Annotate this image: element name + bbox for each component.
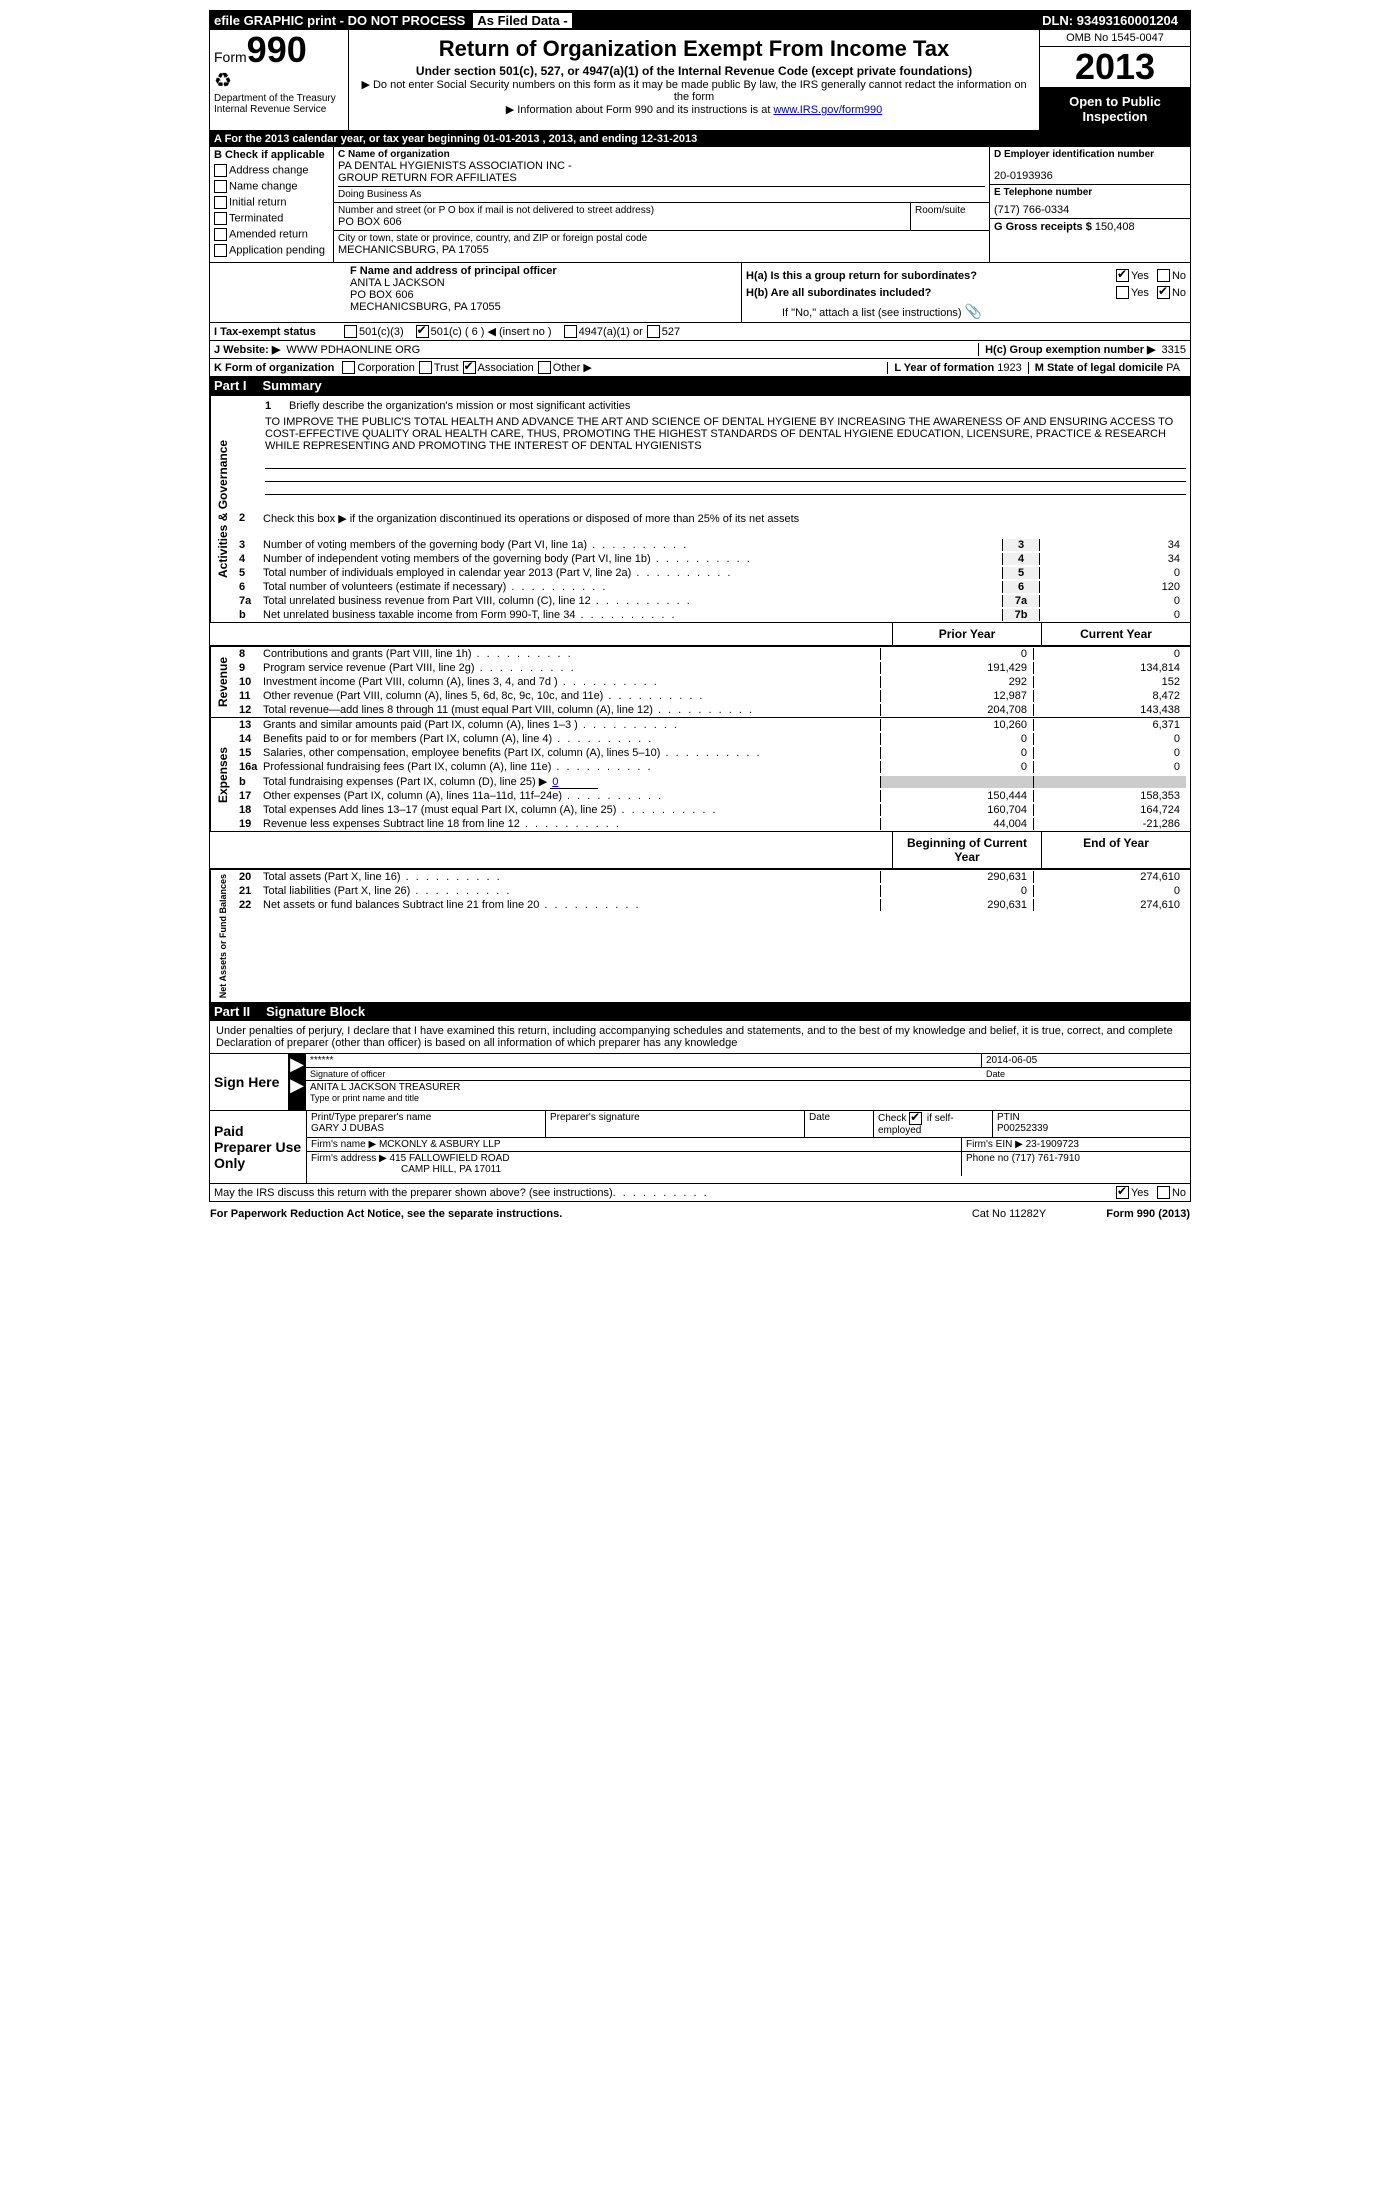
discuss-with-preparer: May the IRS discuss this return with the… [210,1183,1190,1201]
checkbox-hb-no[interactable] [1157,286,1170,299]
section-fh: F Name and address of principal officer … [210,262,1190,322]
checkbox-self-employed[interactable] [909,1112,922,1125]
table-row: 13Grants and similar amounts paid (Part … [235,718,1190,732]
section-f-officer: F Name and address of principal officer … [210,263,742,322]
efile-notice: efile GRAPHIC print - DO NOT PROCESS [214,13,465,28]
form-990-container: efile GRAPHIC print - DO NOT PROCESS As … [209,10,1191,1202]
vtab-governance: Activities & Governance [210,396,235,622]
checkbox-ha-no[interactable] [1157,269,1170,282]
checkbox-address-change[interactable] [214,164,227,177]
checkbox-hb-yes[interactable] [1116,286,1129,299]
table-row: 20Total assets (Part X, line 16)290,6312… [235,870,1190,884]
mission-text: TO IMPROVE THE PUBLIC'S TOTAL HEALTH AND… [265,416,1186,452]
activities-governance: Activities & Governance 1Briefly describ… [210,395,1190,622]
table-row: 10Investment income (Part VIII, column (… [235,675,1190,689]
table-row: 8Contributions and grants (Part VIII, li… [235,647,1190,661]
dln: DLN: 93493160001204 [1042,13,1178,28]
header-left: Form990 ♻ Department of the Treasury Int… [210,30,349,130]
row-j-website: J Website: ▶ WWW PDHAONLINE ORG H(c) Gro… [210,340,1190,358]
top-bar: efile GRAPHIC print - DO NOT PROCESS As … [210,11,1190,30]
table-row: 17Other expenses (Part IX, column (A), l… [235,789,1190,803]
table-row: 16aProfessional fundraising fees (Part I… [235,760,1190,774]
table-row: 14Benefits paid to or for members (Part … [235,732,1190,746]
part-i-header: Part I Summary [210,376,1190,395]
recycle-icon: ♻ [214,68,344,93]
arrow-icon: ▶▶ [289,1054,306,1110]
checkbox-4947[interactable] [564,325,577,338]
vtab-expenses: Expenses [210,718,235,831]
row-i-tax-status: I Tax-exempt status 501(c)(3) 501(c) ( 6… [210,322,1190,340]
section-c-org-info: C Name of organization PA DENTAL HYGIENI… [334,147,990,262]
checkbox-discuss-yes[interactable] [1116,1186,1129,1199]
checkbox-501c3[interactable] [344,325,357,338]
checkbox-527[interactable] [647,325,660,338]
checkbox-name-change[interactable] [214,180,227,193]
part-ii-header: Part II Signature Block [210,1002,1190,1021]
checkbox-ha-yes[interactable] [1116,269,1129,282]
checkbox-other[interactable] [538,361,551,374]
expenses-section: Expenses 13Grants and similar amounts pa… [210,717,1190,831]
section-h-group: H(a) Is this a group return for subordin… [742,263,1190,322]
checkbox-corp[interactable] [342,361,355,374]
perjury-statement: Under penalties of perjury, I declare th… [210,1021,1190,1053]
vtab-net-assets: Net Assets or Fund Balances [210,870,235,1002]
table-row: 11Other revenue (Part VIII, column (A), … [235,689,1190,703]
header-center: Return of Organization Exempt From Incom… [349,30,1039,130]
checkbox-terminated[interactable] [214,212,227,225]
checkbox-assoc[interactable] [463,361,476,374]
section-d-ein: D Employer identification number 20-0193… [990,147,1190,262]
vtab-revenue: Revenue [210,647,235,717]
table-row: 9Program service revenue (Part VIII, lin… [235,661,1190,675]
fundraising-link[interactable]: 0 [550,776,598,789]
row-k-form-of-org: K Form of organization Corporation Trust… [210,358,1190,376]
footer: For Paperwork Reduction Act Notice, see … [206,1202,1194,1220]
begin-end-header: Beginning of Current Year End of Year [210,831,1190,869]
table-row: 19Revenue less expenses Subtract line 18… [235,817,1190,831]
table-row: 12Total revenue—add lines 8 through 11 (… [235,703,1190,717]
checkbox-initial-return[interactable] [214,196,227,209]
irs-link[interactable]: www.IRS.gov/form990 [773,104,882,116]
prior-current-header: Prior Year Current Year [210,622,1190,646]
checkbox-amended[interactable] [214,228,227,241]
header-right: OMB No 1545-0047 2013 Open to Public Ins… [1039,30,1190,130]
table-row: 15Salaries, other compensation, employee… [235,746,1190,760]
attachment-icon[interactable]: 📎 [965,303,982,319]
omb-number: OMB No 1545-0047 [1040,30,1190,47]
as-filed-badge: As Filed Data - [473,13,571,28]
net-assets-section: Net Assets or Fund Balances 20Total asse… [210,869,1190,1002]
table-row: 18Total expenses Add lines 13–17 (must e… [235,803,1190,817]
section-b-checkboxes: B Check if applicable Address change Nam… [210,147,334,262]
form-title: Return of Organization Exempt From Incom… [353,36,1035,62]
paid-preparer-row: Paid Preparer Use Only Print/Type prepar… [210,1110,1190,1183]
checkbox-app-pending[interactable] [214,244,227,257]
row-a-calendar-year: A For the 2013 calendar year, or tax yea… [210,131,1190,147]
revenue-section: Revenue 8Contributions and grants (Part … [210,646,1190,717]
tax-year: 2013 [1040,47,1190,88]
section-bcd: B Check if applicable Address change Nam… [210,147,1190,262]
header: Form990 ♻ Department of the Treasury Int… [210,30,1190,131]
checkbox-discuss-no[interactable] [1157,1186,1170,1199]
table-row: 21Total liabilities (Part X, line 26)00 [235,884,1190,898]
sign-here-row: Sign Here ▶▶ ****** 2014-06-05 Signature… [210,1053,1190,1110]
table-row: 22Net assets or fund balances Subtract l… [235,898,1190,912]
checkbox-trust[interactable] [419,361,432,374]
checkbox-501c[interactable] [416,325,429,338]
open-to-public: Open to Public Inspection [1040,88,1190,130]
